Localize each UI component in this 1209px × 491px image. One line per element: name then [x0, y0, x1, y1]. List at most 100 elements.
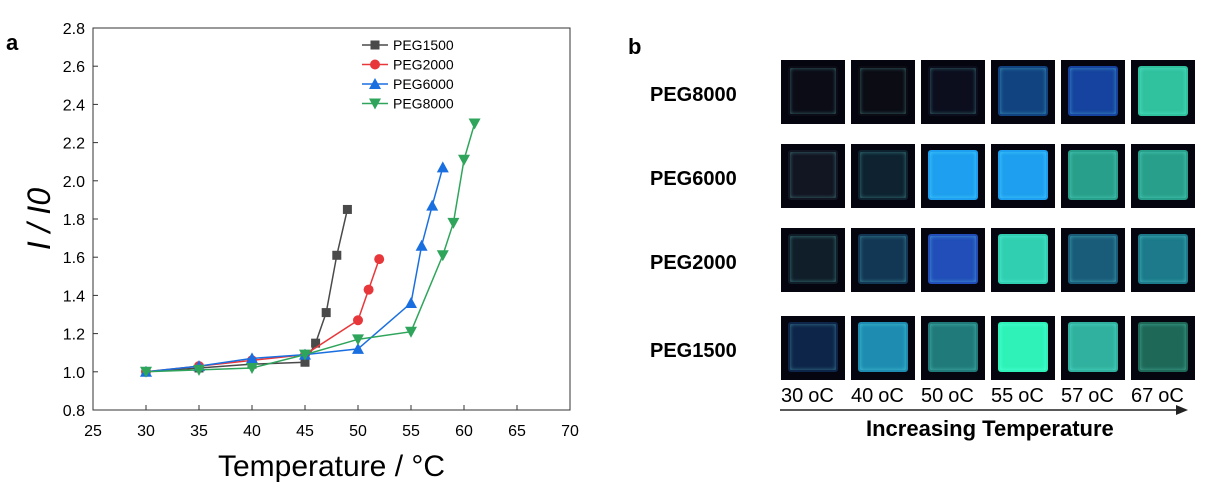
temperature-label: 40 oC	[851, 385, 904, 407]
data-point	[353, 315, 363, 326]
sample-photo	[991, 60, 1055, 124]
data-point	[436, 161, 449, 173]
y-tick-label: 2.2	[63, 136, 85, 153]
y-axis-label: I / I0	[21, 188, 57, 250]
x-tick-label: 65	[508, 423, 526, 440]
legend-label: PEG1500	[393, 37, 454, 53]
sample-photo	[781, 144, 845, 208]
sample-photo	[991, 144, 1055, 208]
data-point	[468, 118, 481, 130]
data-point	[311, 338, 321, 348]
y-tick-label: 2.0	[63, 174, 85, 191]
y-tick-label: 1.6	[63, 250, 85, 267]
x-tick-label: 40	[243, 423, 261, 440]
sample-photo	[851, 144, 915, 208]
data-point	[332, 250, 342, 260]
series-peg8000	[140, 118, 481, 378]
temperature-label: 55 oC	[991, 385, 1044, 407]
series-line	[145, 123, 476, 373]
data-point	[374, 254, 385, 265]
x-tick-label: 25	[84, 423, 102, 440]
data-point	[342, 204, 352, 214]
legend-marker	[369, 98, 381, 110]
sample-photo	[921, 316, 985, 380]
y-tick-label: 1.0	[63, 365, 85, 382]
sample-photo	[781, 316, 845, 380]
sample-photo	[1131, 228, 1195, 292]
sample-photo	[991, 316, 1055, 380]
sample-photo	[921, 144, 985, 208]
y-tick-label: 2.4	[63, 97, 85, 114]
legend-label: PEG6000	[393, 76, 454, 92]
sample-photo	[1061, 60, 1125, 124]
legend-marker	[370, 40, 380, 50]
data-point	[321, 308, 331, 318]
data-point	[405, 326, 417, 338]
temperature-label: 57 oC	[1061, 385, 1114, 407]
sample-photo	[1061, 144, 1125, 208]
data-point	[299, 349, 311, 361]
y-tick-label: 1.4	[63, 288, 85, 305]
y-tick-label: 2.8	[63, 21, 85, 38]
y-tick-label: 0.8	[63, 403, 85, 420]
data-point	[458, 154, 470, 166]
x-tick-label: 70	[561, 423, 579, 440]
x-tick-label: 50	[349, 423, 367, 440]
sample-photo	[921, 60, 985, 124]
sample-photo	[1061, 316, 1125, 380]
y-tick-label: 1.2	[63, 327, 85, 344]
sample-photo	[921, 228, 985, 292]
data-point	[246, 362, 258, 374]
sample-photo	[851, 60, 915, 124]
sample-photo	[851, 316, 915, 380]
sample-photo	[1131, 316, 1195, 380]
sample-photo	[1131, 60, 1195, 124]
row-label-peg6000: PEG6000	[650, 168, 737, 190]
row-label-peg8000: PEG8000	[650, 84, 737, 106]
y-tick-label: 2.6	[63, 59, 85, 76]
panel-label-b: b	[628, 34, 642, 59]
legend-label: PEG2000	[393, 57, 454, 73]
row-label-peg2000: PEG2000	[650, 252, 737, 274]
legend-marker	[370, 59, 380, 70]
data-point	[352, 342, 364, 354]
data-point	[246, 352, 258, 364]
sample-photo	[1131, 144, 1195, 208]
x-tick-label: 60	[455, 423, 473, 440]
line-chart: 25 30 35 40 45 50 55 60 65 70 0.8 1.0 1.2 1.4 1.6 1.8 2.…	[21, 21, 579, 483]
data-point	[363, 284, 374, 295]
y-tick-label: 1.8	[63, 212, 85, 229]
legend-label: PEG8000	[393, 96, 454, 112]
sample-photo	[1061, 228, 1125, 292]
legend-marker	[369, 78, 381, 89]
caption: Increasing Temperature	[866, 416, 1114, 441]
temperature-label: 50 oC	[921, 385, 974, 407]
row-label-peg1500: PEG1500	[650, 340, 737, 362]
x-tick-label: 55	[402, 423, 420, 440]
data-point	[405, 297, 417, 309]
arrow-icon	[780, 405, 1188, 415]
series-line	[145, 167, 444, 373]
plot-frame	[92, 27, 571, 411]
x-tick-label: 35	[190, 423, 208, 440]
panel-label-a: a	[6, 30, 19, 55]
data-point	[300, 357, 310, 367]
series-line	[145, 258, 380, 373]
temperature-label: 67 oC	[1131, 385, 1184, 407]
x-tick-label: 30	[137, 423, 155, 440]
sample-photo	[781, 228, 845, 292]
sample-photo	[851, 228, 915, 292]
temperature-label: 30 oC	[781, 385, 834, 407]
sample-photo	[781, 60, 845, 124]
data-point	[140, 366, 152, 378]
series-peg6000	[140, 161, 449, 377]
data-point	[426, 199, 439, 211]
sample-photo	[991, 228, 1055, 292]
x-tick-label: 45	[296, 423, 314, 440]
x-axis-label: Temperature / °C	[218, 450, 445, 483]
data-point	[352, 334, 364, 346]
data-point	[415, 239, 428, 251]
data-point	[193, 364, 205, 376]
data-point	[436, 250, 449, 262]
